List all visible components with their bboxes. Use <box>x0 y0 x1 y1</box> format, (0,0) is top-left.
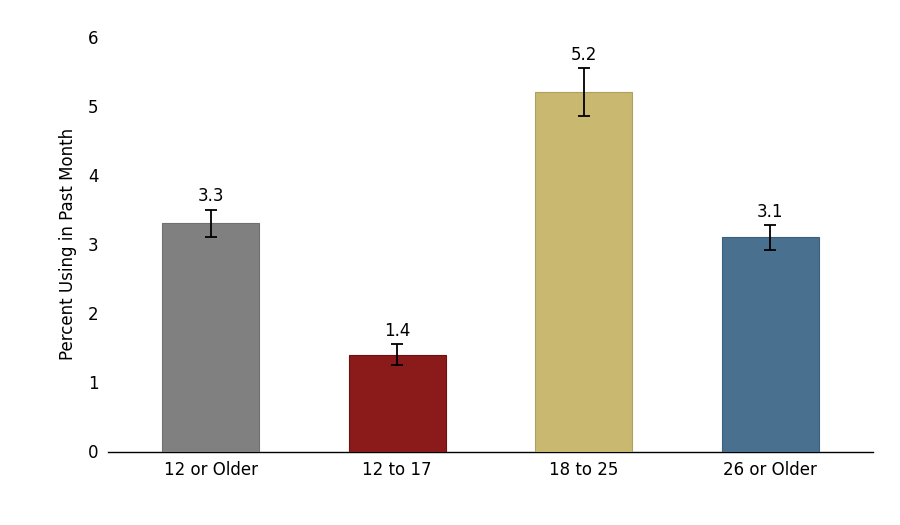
Text: 3.3: 3.3 <box>197 187 224 205</box>
Text: 3.1: 3.1 <box>757 203 784 220</box>
Y-axis label: Percent Using in Past Month: Percent Using in Past Month <box>58 128 76 360</box>
Bar <box>722 237 819 452</box>
Bar <box>536 92 633 452</box>
Bar <box>348 355 446 452</box>
Text: 5.2: 5.2 <box>571 46 597 64</box>
Bar <box>162 224 259 452</box>
Text: 1.4: 1.4 <box>384 322 410 340</box>
